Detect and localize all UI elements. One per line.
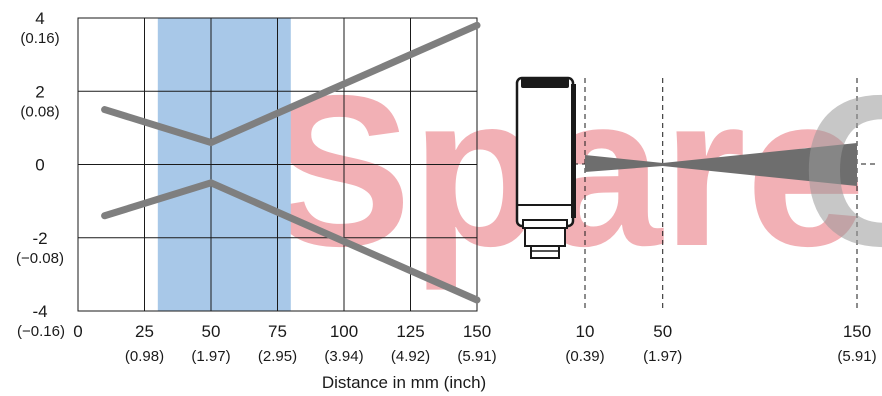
y-axis-ticks: 4 (0.16) 2 (0.08) 0 -2 (−0.08) -4 (−0.16): [16, 9, 65, 340]
series-layer: [101, 21, 481, 304]
beam-cone: [585, 143, 857, 186]
diagram-tick-label: 10: [576, 322, 595, 341]
x-tick-sublabel: (1.97): [191, 348, 230, 365]
x-tick-label: 100: [330, 322, 358, 341]
diagram-tick-sublabel: (1.97): [643, 348, 682, 365]
x-tick-sublabel: (2.95): [258, 348, 297, 365]
y-tick-sublabel: (−0.08): [16, 250, 64, 267]
y-tick-label: -2: [32, 229, 47, 248]
y-tick-sublabel: (−0.16): [17, 323, 65, 340]
x-tick-sublabel: (0.98): [125, 348, 164, 365]
beam-width-chart: 0 25 (0.98) 50 (1.97) 75 (2.95) 100 (3.94) 125 (4.…: [16, 9, 497, 392]
sensor-beam-diagram: 10 (0.39) 50 (1.97) 150 (5.91): [515, 76, 878, 365]
diagram-distance-ticks: 10 (0.39) 50 (1.97) 150 (5.91): [565, 78, 877, 365]
y-tick-label: -4: [32, 302, 47, 321]
x-tick-label: 150: [463, 322, 491, 341]
x-tick-label: 0: [73, 322, 82, 341]
y-tick-sublabel: (0.16): [20, 30, 59, 47]
y-tick-label: 0: [35, 156, 44, 175]
sensor-icon: [515, 76, 576, 259]
y-tick-label: 2: [35, 82, 44, 101]
watermark-text-tail: C: [800, 50, 882, 291]
x-tick-label: 50: [202, 322, 221, 341]
y-tick-sublabel: (0.08): [20, 103, 59, 120]
diagram-tick-sublabel: (0.39): [565, 348, 604, 365]
x-axis-ticks: 0 25 (0.98) 50 (1.97) 75 (2.95) 100 (3.94) 125 (4.…: [73, 322, 496, 365]
diagram-tick-sublabel: (5.91): [837, 348, 876, 365]
x-tick-label: 75: [268, 322, 287, 341]
y-tick-label: 4: [35, 9, 44, 28]
diagram-tick-label: 150: [843, 322, 871, 341]
chart-frame: [77, 17, 478, 312]
x-tick-sublabel: (3.94): [324, 348, 363, 365]
x-axis-label: Distance in mm (inch): [322, 373, 486, 392]
x-tick-sublabel: (4.92): [391, 348, 430, 365]
series-line-2: [101, 179, 481, 304]
x-tick-sublabel: (5.91): [457, 348, 496, 365]
x-tick-label: 125: [396, 322, 424, 341]
x-tick-label: 25: [135, 322, 154, 341]
series-line-1: [101, 21, 481, 147]
diagram-tick-label: 50: [653, 322, 672, 341]
